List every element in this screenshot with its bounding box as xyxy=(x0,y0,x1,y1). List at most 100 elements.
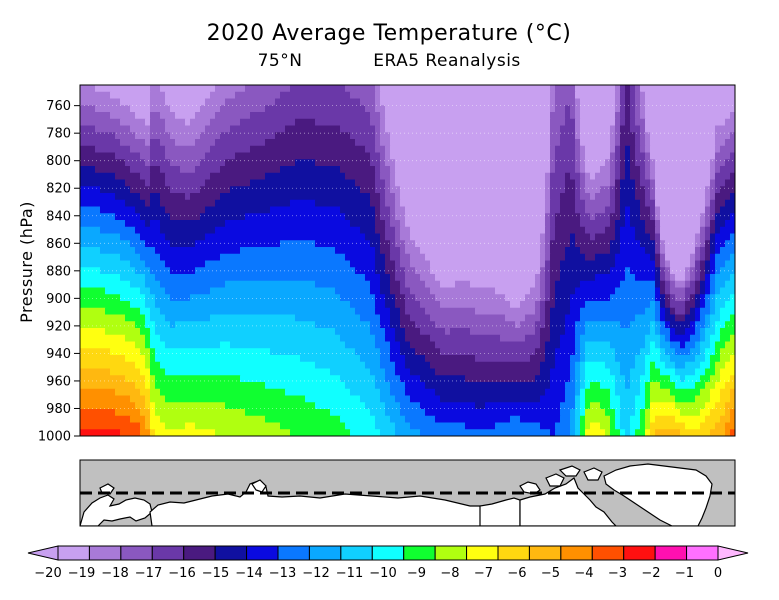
heatmap-cell xyxy=(710,355,721,363)
heatmap-cell xyxy=(80,179,126,187)
heatmap-cell xyxy=(570,105,576,113)
heatmap-cell xyxy=(675,382,696,390)
heatmap-cell xyxy=(405,267,416,275)
plot-frame xyxy=(79,84,736,437)
heatmap-cell xyxy=(685,422,701,430)
heatmap-cell xyxy=(645,159,651,167)
y-tick-label: 840 xyxy=(46,209,71,224)
heatmap-cell xyxy=(640,348,651,356)
heatmap-cell xyxy=(315,280,371,289)
colorbar-tick-label: −6 xyxy=(507,566,526,581)
heatmap-cell xyxy=(545,193,551,201)
heatmap-cell xyxy=(725,361,735,370)
heatmap-cell xyxy=(645,429,651,436)
heatmap-cell xyxy=(165,172,211,181)
heatmap-cell xyxy=(720,375,731,383)
heatmap-cell xyxy=(620,213,626,221)
heatmap-cell xyxy=(730,213,735,221)
heatmap-cell xyxy=(555,105,566,113)
heatmap-cell xyxy=(585,226,606,235)
heatmap-cell xyxy=(200,213,246,221)
heatmap-cell xyxy=(220,105,266,113)
heatmap-cell xyxy=(440,301,511,309)
heatmap-cell xyxy=(655,301,661,309)
heatmap-cell xyxy=(535,321,546,329)
heatmap-cell xyxy=(470,280,536,289)
heatmap-cell xyxy=(700,260,706,268)
heatmap-cell xyxy=(375,341,391,349)
heatmap-cell xyxy=(695,267,701,275)
heatmap-cell xyxy=(615,125,621,133)
heatmap-cell xyxy=(715,220,726,228)
heatmap-cell xyxy=(80,375,126,383)
heatmap-cell xyxy=(120,294,146,302)
heatmap-cell xyxy=(515,321,521,329)
heatmap-cell xyxy=(565,328,576,336)
heatmap-cell xyxy=(675,307,686,316)
heatmap-cell xyxy=(575,233,591,241)
heatmap-cell xyxy=(545,294,551,302)
heatmap-cell xyxy=(540,368,551,376)
heatmap-cell xyxy=(570,294,611,302)
heatmap-cell xyxy=(135,341,146,349)
heatmap-cell xyxy=(695,287,701,295)
heatmap-cell xyxy=(690,280,696,289)
heatmap-cell xyxy=(635,226,646,235)
heatmap-cell xyxy=(115,152,141,160)
heatmap-cell xyxy=(375,85,381,93)
heatmap-cell xyxy=(340,166,376,174)
heatmap-cell xyxy=(615,145,621,154)
heatmap-cell xyxy=(240,375,341,383)
heatmap-cell xyxy=(400,287,411,295)
heatmap-cell xyxy=(655,287,661,295)
heatmap-cell xyxy=(655,274,661,282)
heatmap-cell xyxy=(630,152,636,160)
heatmap-cell xyxy=(335,247,376,255)
heatmap-cell xyxy=(715,240,726,248)
heatmap-cell xyxy=(585,375,616,383)
heatmap-cell xyxy=(705,253,711,262)
heatmap-cell xyxy=(705,348,716,356)
heatmap-cell xyxy=(370,280,381,289)
heatmap-cell xyxy=(100,206,136,214)
heatmap-cell xyxy=(625,206,631,214)
heatmap-cell xyxy=(385,260,396,268)
heatmap-cell xyxy=(160,361,316,370)
heatmap-cell xyxy=(665,361,676,370)
colorbar-tick-label: 0 xyxy=(714,566,722,581)
heatmap-cell xyxy=(125,375,146,383)
heatmap-cell xyxy=(150,341,166,349)
heatmap-cell xyxy=(620,226,636,235)
heatmap-cell xyxy=(700,307,711,316)
heatmap-cell xyxy=(645,220,656,228)
y-tick-label: 880 xyxy=(46,264,71,279)
heatmap-cell xyxy=(630,145,636,154)
heatmap-cell xyxy=(660,274,666,282)
heatmap-cell xyxy=(80,213,116,221)
heatmap-cell xyxy=(550,172,566,181)
heatmap-cell xyxy=(645,118,726,127)
heatmap-cell xyxy=(380,125,386,133)
heatmap-cell xyxy=(390,166,396,174)
heatmap-cell xyxy=(405,415,436,424)
heatmap-cell xyxy=(80,247,101,255)
heatmap-cell xyxy=(80,328,106,336)
heatmap-cell xyxy=(700,226,706,235)
heatmap-cell xyxy=(660,213,701,221)
heatmap-cell xyxy=(145,415,151,424)
heatmap-cell xyxy=(550,98,556,106)
heatmap-cell xyxy=(100,247,136,255)
heatmap-cell xyxy=(685,341,696,349)
heatmap-cell xyxy=(650,166,656,174)
heatmap-cell xyxy=(80,253,121,262)
heatmap-cell xyxy=(400,193,546,201)
heatmap-cell xyxy=(390,152,551,160)
heatmap-cell xyxy=(715,301,726,309)
heatmap-cell xyxy=(620,145,626,154)
heatmap-cell xyxy=(400,307,406,316)
temperature-contour-field xyxy=(80,85,735,436)
heatmap-cell xyxy=(630,166,641,174)
heatmap-cell xyxy=(545,355,556,363)
heatmap-cell xyxy=(115,132,136,140)
